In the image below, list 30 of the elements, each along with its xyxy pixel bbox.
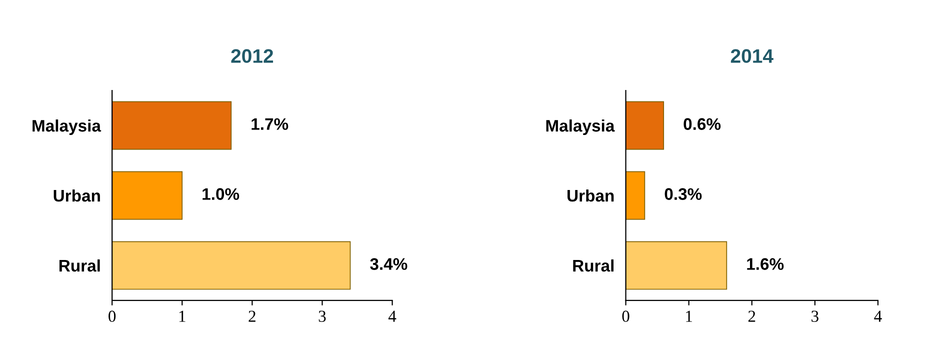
data-label: 1.6% [747,258,784,270]
y-tick-label: Malaysia [32,119,102,135]
x-tick-label: 3 [812,310,818,322]
y-tick-label: Urban [54,189,100,202]
x-tick-label: 1 [179,310,186,322]
y-tick-label: Rural [59,259,100,272]
x-tick-label: 2 [748,310,756,322]
data-label: 0.3% [664,188,702,200]
y-tick-label: Urban [568,189,614,202]
bar [112,171,183,220]
x-tick-label: 4 [874,310,882,322]
chart-title: 2012 [231,49,274,63]
x-tick-label: 1 [686,310,692,322]
data-label: 3.4% [370,258,408,270]
data-label: 1.7% [252,118,288,130]
data-label: 1.0% [202,188,240,200]
data-label: 0.6% [684,118,721,130]
bar [112,241,351,290]
chart-title: 2014 [730,49,774,63]
bar [626,171,646,220]
bar [626,241,728,290]
y-tick-label: Rural [573,259,614,272]
y-tick-label: Malaysia [546,119,615,135]
x-tick-label: 0 [622,310,630,322]
x-tick-label: 4 [388,310,396,322]
x-tick-label: 0 [108,310,116,322]
bar [626,101,664,150]
x-tick-label: 2 [248,310,256,322]
bar [112,101,232,150]
x-tick-label: 3 [318,310,326,322]
